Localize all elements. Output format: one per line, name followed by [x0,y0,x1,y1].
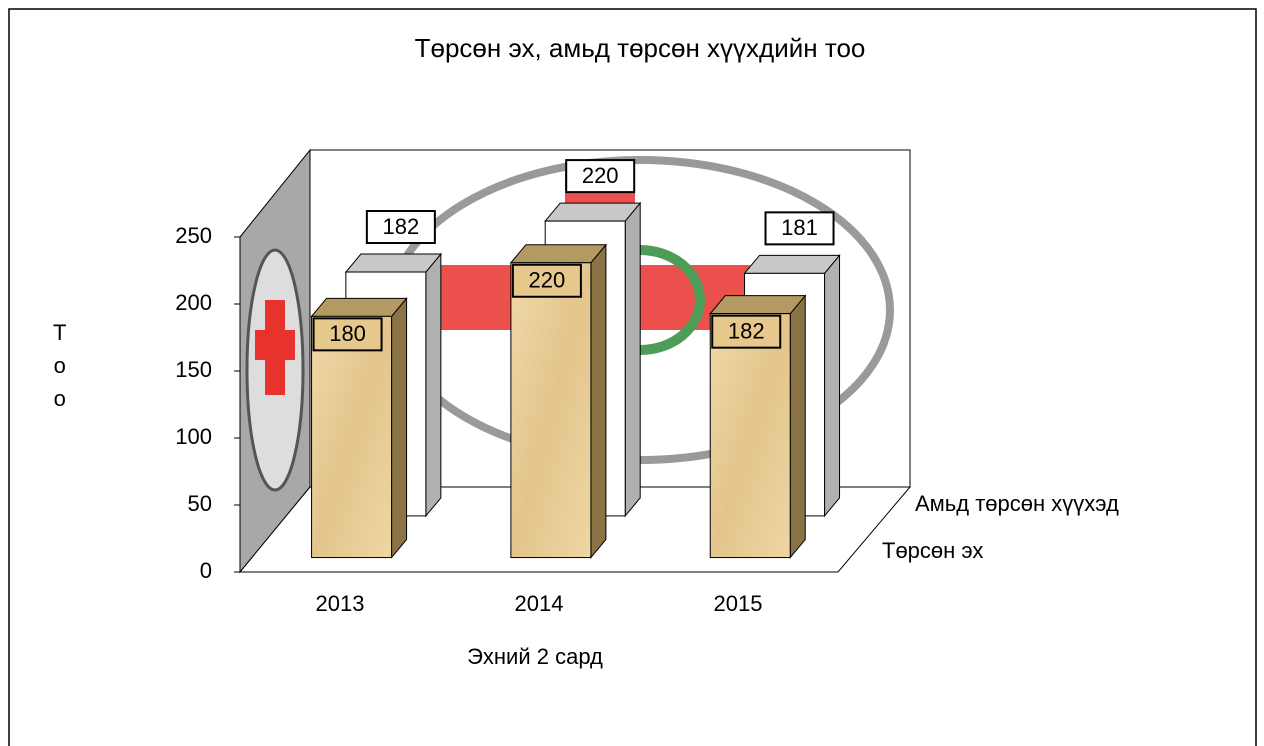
legend-label: Амьд төрсөн хүүхэд [915,491,1119,516]
bar-side [590,243,607,559]
bar-side [789,294,806,559]
bar [709,313,791,559]
bar-top [743,254,841,274]
y-axis-label: Тоо [47,320,72,419]
data-label-box [764,211,835,246]
y-tick-label: 150 [175,357,212,382]
bar [510,262,592,559]
data-label: 181 [781,215,818,240]
bar [310,296,408,559]
side-logo [245,248,305,492]
bar-top [709,295,807,315]
data-label-box [565,159,636,194]
data-label-box [312,317,383,352]
data-label: 180 [329,321,366,346]
bar [311,315,393,559]
chart-title: Төрсөн эх, амьд төрсөн хүүхдийн тоо [415,33,866,63]
data-label: 220 [582,163,619,188]
y-tick-label: 200 [175,290,212,315]
data-label-box [365,210,436,245]
x-axis-label: Эхний 2 сард [467,644,603,669]
x-tick-label: 2014 [515,591,564,616]
data-label: 182 [728,318,765,343]
legend-label: Төрсөн эх [882,538,983,563]
bar-side [624,201,641,518]
data-label-box [711,314,782,349]
bar-side [425,252,442,518]
bar-top [310,297,408,317]
y-tick-label: 100 [175,424,212,449]
bar [709,294,807,559]
bar-top [509,244,607,264]
bar-top [544,202,642,222]
data-label-box [511,263,582,298]
data-label: 220 [529,268,566,293]
bar-side [824,253,841,518]
bar-side [391,296,408,559]
y-tick-label: 250 [175,223,212,248]
data-label: 182 [383,214,420,239]
x-tick-label: 2013 [316,591,365,616]
bar-top [344,253,442,273]
x-tick-label: 2015 [714,591,763,616]
y-tick-label: 50 [188,491,212,516]
frame [8,8,1257,746]
y-tick-label: 0 [200,558,212,583]
bar [509,243,607,559]
